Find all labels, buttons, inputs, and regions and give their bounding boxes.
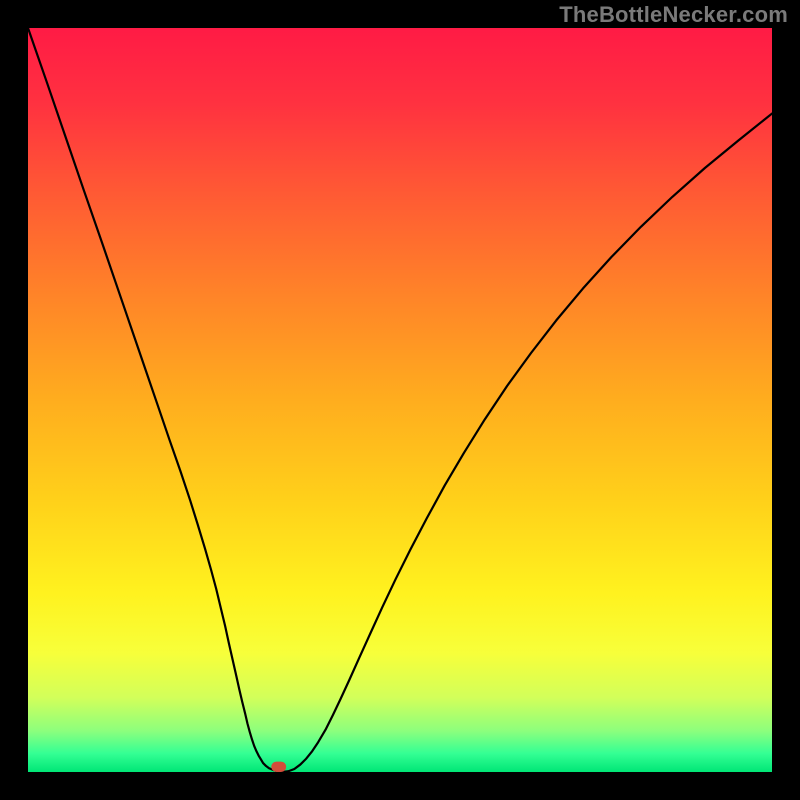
- watermark-text: TheBottleNecker.com: [559, 2, 788, 28]
- chart-background-gradient: [28, 28, 772, 772]
- optimal-marker: [271, 762, 286, 772]
- bottleneck-chart: [0, 0, 800, 800]
- chart-frame: TheBottleNecker.com: [0, 0, 800, 800]
